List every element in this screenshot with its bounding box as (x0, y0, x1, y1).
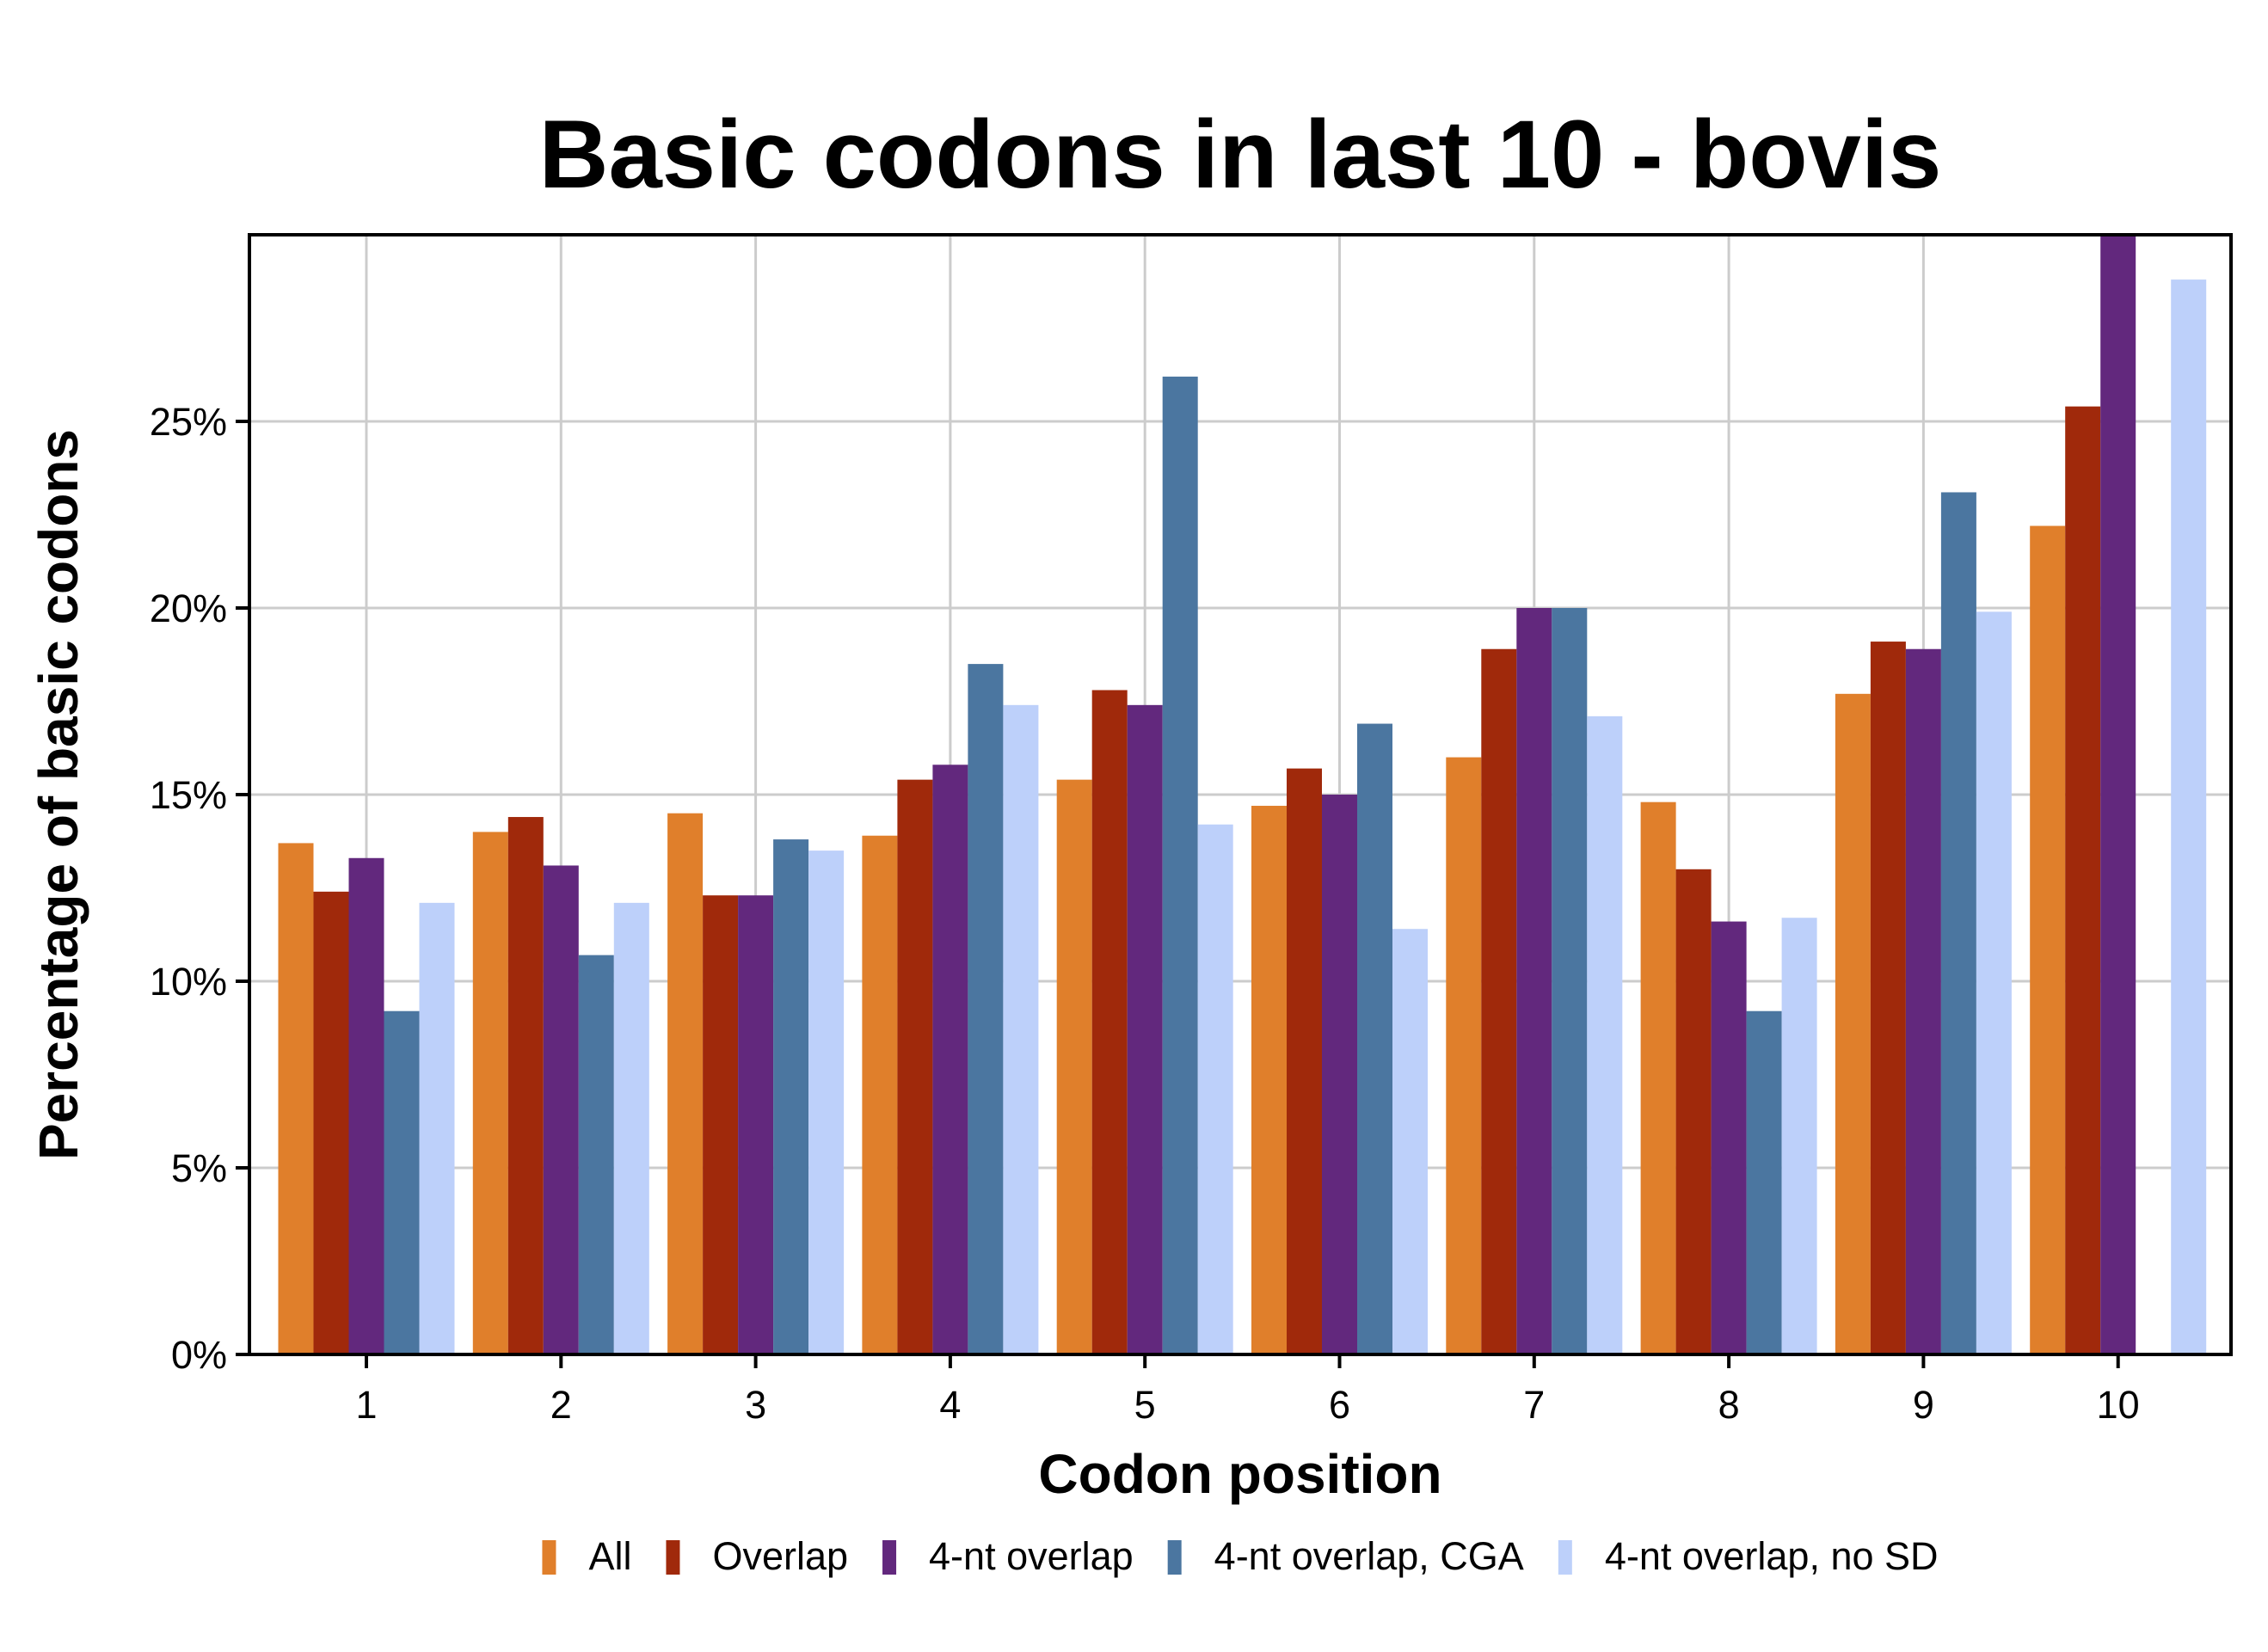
bar (1516, 608, 1552, 1354)
y-axis-label: Percentage of basic codons (28, 429, 89, 1160)
bar (1552, 608, 1588, 1354)
legend-swatch (1167, 1540, 1182, 1575)
bar (1870, 642, 1906, 1354)
legend-swatch (1558, 1540, 1572, 1575)
x-tick-label: 10 (2097, 1383, 2140, 1427)
x-tick-label: 7 (1523, 1383, 1545, 1427)
axes: 0% 5% 10% 15% 20% 25% 1 2 3 4 5 6 7 8 9 10 (150, 400, 2140, 1427)
y-tick-label: 10% (150, 960, 227, 1004)
y-tick-label: 20% (150, 586, 227, 630)
bar (1835, 693, 1871, 1354)
legend-swatch (666, 1540, 680, 1575)
x-tick-label: 4 (939, 1383, 961, 1427)
legend-label: All (588, 1534, 631, 1578)
bars (278, 235, 2207, 1355)
bar (1905, 648, 1941, 1354)
x-tick-label: 3 (745, 1383, 766, 1427)
bar (419, 902, 455, 1354)
bar (897, 779, 933, 1354)
bar (384, 1010, 420, 1354)
bar (1446, 757, 1482, 1354)
y-tick-label: 5% (171, 1146, 227, 1190)
x-tick-label: 1 (355, 1383, 377, 1427)
legend-label: 4-nt overlap (929, 1534, 1134, 1578)
y-tick-label: 15% (150, 773, 227, 817)
bar (472, 832, 508, 1354)
bar (2171, 279, 2207, 1355)
bar (613, 902, 649, 1354)
y-tick-label: 25% (150, 400, 227, 444)
bar (278, 843, 314, 1354)
bar (1587, 715, 1623, 1354)
bar (703, 895, 739, 1354)
bar (348, 857, 384, 1354)
x-tick-label: 5 (1134, 1383, 1156, 1427)
bar (1091, 690, 1128, 1354)
chart-title: Basic codons in last 10 - bovis (539, 101, 1942, 208)
bar (1322, 795, 1357, 1354)
bar (1675, 869, 1712, 1354)
bar (2030, 525, 2066, 1354)
bar (862, 835, 898, 1354)
bar (1127, 704, 1163, 1354)
x-tick-label: 6 (1329, 1383, 1350, 1427)
bar (808, 851, 845, 1354)
bar (1003, 704, 1039, 1354)
bar (1287, 768, 1322, 1354)
bar (1392, 929, 1428, 1354)
x-tick-label: 8 (1718, 1383, 1740, 1427)
bar (1357, 723, 1392, 1354)
bar (1781, 918, 1817, 1354)
legend-label: Overlap (712, 1534, 848, 1578)
bar (932, 765, 968, 1354)
x-tick-label: 2 (550, 1383, 572, 1427)
bar (1640, 801, 1676, 1354)
bar (578, 955, 614, 1354)
legend-swatch (882, 1540, 897, 1575)
legend-swatch (542, 1540, 556, 1575)
legend: All Overlap 4-nt overlap 4-nt overlap, CGA 4… (542, 1534, 1939, 1578)
bar (1940, 492, 1976, 1354)
bar (1711, 921, 1747, 1354)
bar (1746, 1010, 1782, 1354)
bar (1251, 806, 1287, 1354)
x-axis-label: Codon position (1038, 1443, 1441, 1505)
bar (543, 865, 579, 1354)
legend-label: 4-nt overlap, CGA (1214, 1534, 1524, 1578)
bar (2065, 406, 2101, 1354)
bar (738, 895, 774, 1354)
bar (968, 664, 1004, 1354)
bar (1162, 376, 1198, 1354)
legend-label: 4-nt overlap, no SD (1605, 1534, 1939, 1578)
bar (1481, 648, 1517, 1354)
bar (313, 891, 349, 1354)
bar (1056, 779, 1092, 1354)
bar (2100, 235, 2136, 1354)
y-tick-label: 0% (171, 1333, 227, 1377)
bar (667, 813, 704, 1354)
bar (773, 839, 809, 1354)
bar (507, 817, 544, 1354)
x-tick-label: 9 (1913, 1383, 1934, 1427)
bar (1197, 824, 1233, 1354)
bar (1976, 611, 2012, 1354)
